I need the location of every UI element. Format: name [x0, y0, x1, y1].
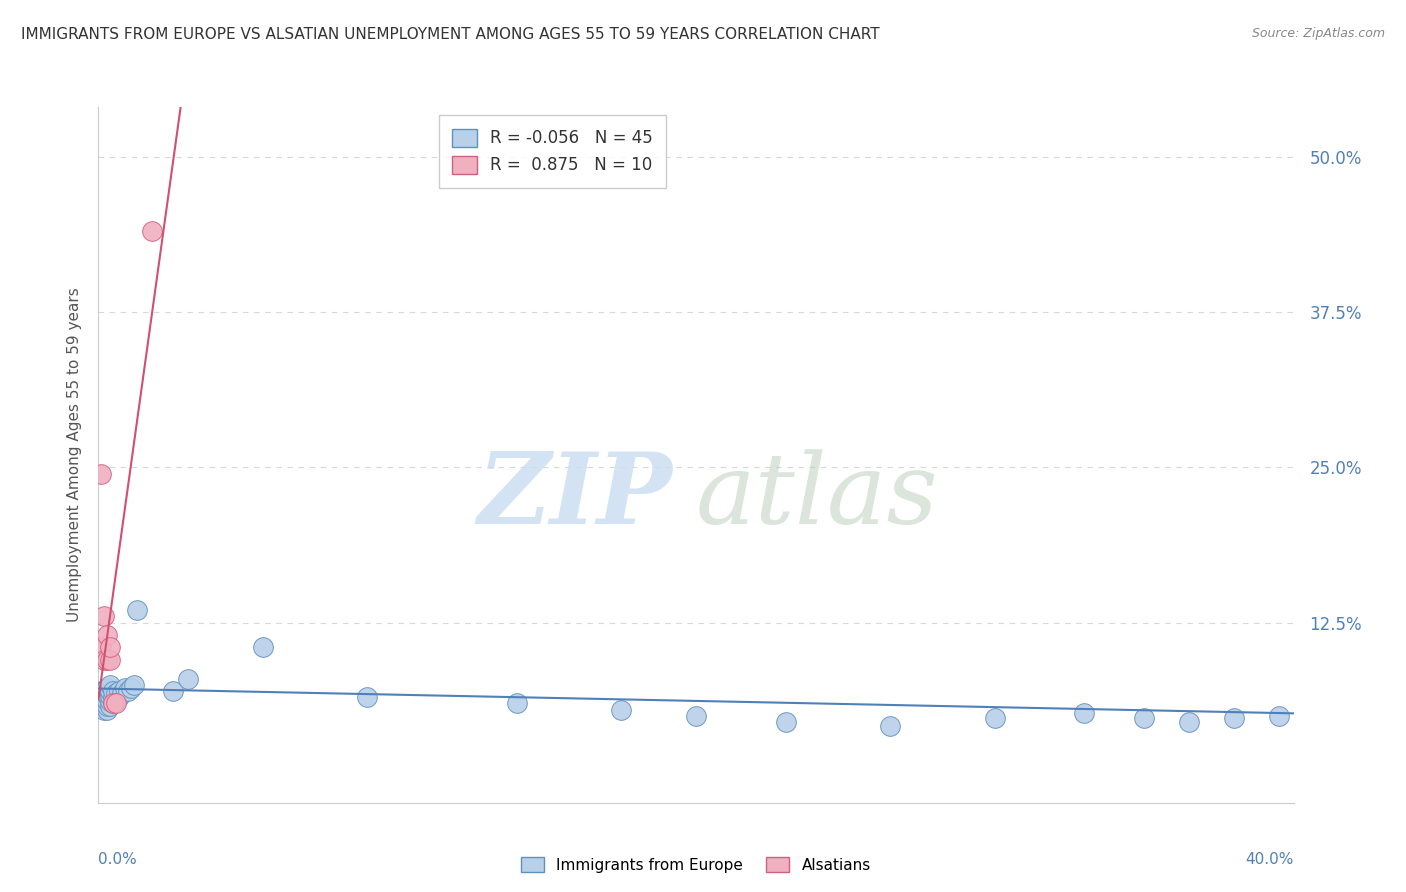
Point	[93, 653, 115, 667]
Point	[252, 640, 274, 655]
Point	[96, 698, 118, 713]
Point	[98, 653, 122, 667]
Point	[98, 678, 122, 692]
Y-axis label: Unemployment Among Ages 55 to 59 years: Unemployment Among Ages 55 to 59 years	[66, 287, 82, 623]
Point	[120, 681, 142, 696]
Point	[90, 467, 112, 481]
Point	[98, 640, 122, 655]
Point	[127, 603, 149, 617]
Point	[96, 653, 118, 667]
Point	[117, 684, 139, 698]
Point	[1133, 711, 1156, 725]
Point	[96, 628, 118, 642]
Point	[98, 689, 122, 703]
Text: 40.0%: 40.0%	[1246, 853, 1294, 868]
Point	[90, 697, 112, 711]
Point	[879, 719, 901, 733]
Point	[93, 609, 115, 624]
Point	[1073, 706, 1095, 721]
Point	[90, 690, 112, 705]
Point	[105, 697, 128, 711]
Text: atlas: atlas	[696, 449, 939, 544]
Point	[356, 690, 378, 705]
Point	[93, 690, 115, 705]
Point	[103, 690, 125, 705]
Point	[141, 224, 163, 238]
Point	[90, 640, 112, 655]
Point	[96, 681, 118, 696]
Legend: Immigrants from Europe, Alsatians: Immigrants from Europe, Alsatians	[515, 850, 877, 879]
Point	[1178, 714, 1201, 729]
Point	[685, 708, 707, 723]
Text: ZIP: ZIP	[477, 449, 672, 545]
Point	[983, 711, 1005, 725]
Point	[103, 697, 125, 711]
Point	[96, 694, 118, 708]
Text: IMMIGRANTS FROM EUROPE VS ALSATIAN UNEMPLOYMENT AMONG AGES 55 TO 59 YEARS CORREL: IMMIGRANTS FROM EUROPE VS ALSATIAN UNEMP…	[21, 27, 880, 42]
Point	[1223, 711, 1246, 725]
Point	[108, 684, 131, 698]
Text: 0.0%: 0.0%	[98, 853, 138, 868]
Point	[93, 703, 115, 717]
Point	[1267, 708, 1289, 723]
Point	[124, 678, 146, 692]
Point	[98, 698, 122, 713]
Point	[610, 703, 633, 717]
Point	[98, 694, 122, 708]
Point	[177, 672, 200, 686]
Point	[103, 684, 125, 698]
Point	[111, 686, 134, 700]
Point	[96, 703, 118, 717]
Point	[775, 714, 797, 729]
Point	[108, 690, 131, 705]
Point	[96, 688, 118, 702]
Point	[93, 697, 115, 711]
Point	[98, 684, 122, 698]
Point	[90, 684, 112, 698]
Point	[103, 697, 125, 711]
Text: Source: ZipAtlas.com: Source: ZipAtlas.com	[1251, 27, 1385, 40]
Point	[506, 697, 529, 711]
Point	[114, 681, 136, 696]
Point	[105, 686, 128, 700]
Point	[93, 684, 115, 698]
Point	[105, 694, 128, 708]
Point	[162, 684, 184, 698]
